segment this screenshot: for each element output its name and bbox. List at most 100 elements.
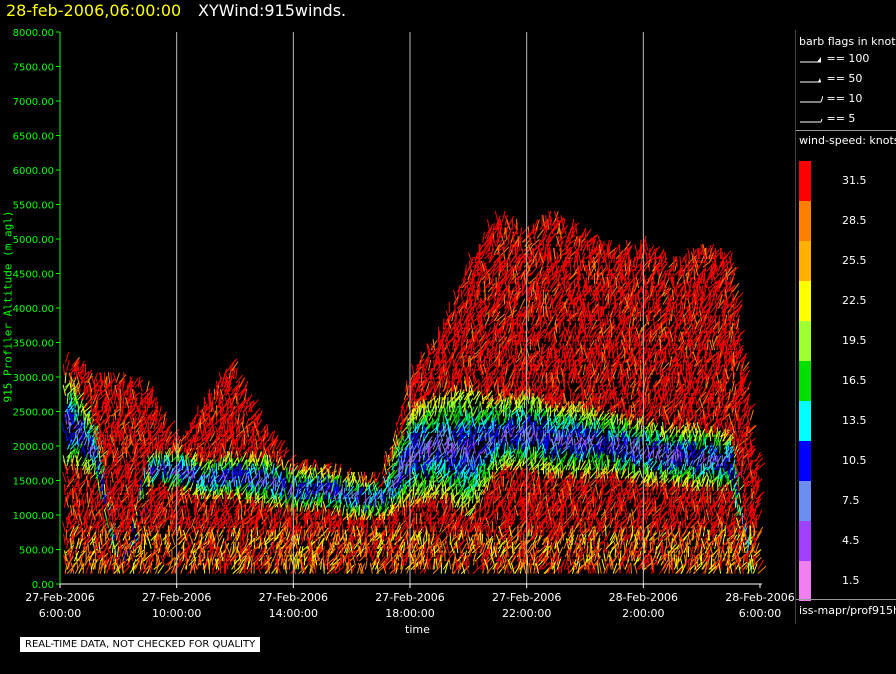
- wind-barb: [269, 455, 273, 467]
- wind-barb: [223, 413, 227, 425]
- wind-barb: [192, 525, 198, 537]
- wind-barb: [131, 438, 136, 450]
- wind-barb: [145, 500, 150, 512]
- wind-barb: [95, 542, 99, 554]
- wind-barb: [432, 525, 434, 537]
- wind-barb: [108, 442, 113, 454]
- wind-barb: [119, 409, 124, 421]
- wind-barb: [132, 377, 139, 388]
- wind-barb: [145, 524, 155, 533]
- wind-barb: [230, 434, 234, 446]
- wind-barb: [250, 504, 254, 516]
- wind-barb: [180, 563, 186, 574]
- wind-barb: [151, 455, 157, 467]
- wind-barb: [458, 471, 460, 483]
- wind-barb: [208, 413, 211, 425]
- wind-barb: [250, 557, 260, 566]
- wind-barb: [66, 477, 75, 488]
- wind-barb: [200, 461, 209, 471]
- wind-barb: [78, 430, 85, 442]
- wind-barb: [246, 564, 254, 574]
- wind-barb: [278, 508, 282, 520]
- wind-barb: [122, 397, 125, 409]
- wind-barb: [274, 518, 282, 529]
- wind-barb: [91, 455, 94, 467]
- wind-barb: [85, 369, 93, 380]
- wind-barb: [109, 492, 115, 504]
- wind-barb: [473, 554, 476, 566]
- wind-barb: [84, 434, 89, 446]
- wind-barb: [73, 384, 75, 396]
- wind-barb: [102, 550, 106, 562]
- wind-barb: [131, 517, 137, 529]
- wind-barb: [243, 438, 248, 450]
- wind-barb: [103, 438, 106, 450]
- wind-barb: [110, 380, 113, 392]
- wind-barb: [278, 521, 282, 533]
- wind-barb: [141, 477, 149, 487]
- wind-barb: [97, 438, 101, 450]
- wind-barb: [253, 436, 262, 446]
- wind-barb: [150, 467, 153, 479]
- wind-barb: [177, 450, 180, 462]
- wind-barb: [112, 492, 117, 504]
- wind-barb: [220, 517, 223, 529]
- wind-barb: [183, 531, 192, 541]
- wind-barb: [65, 529, 68, 541]
- wind-barb: [126, 555, 133, 566]
- wind-barb: [109, 397, 114, 409]
- wind-barb: [236, 542, 240, 554]
- wind-barb: [221, 443, 226, 454]
- wind-barb: [179, 470, 188, 479]
- wind-barb: [207, 502, 216, 512]
- wind-barb: [163, 484, 166, 496]
- wind-barb: [128, 504, 130, 516]
- wind-barb: [237, 559, 244, 570]
- wind-barb: [105, 443, 113, 454]
- wind-barb: [219, 438, 224, 450]
- wind-barb: [219, 372, 222, 384]
- wind-barb: [168, 492, 174, 504]
- wind-barb: [210, 443, 216, 454]
- wind-barb: [80, 430, 84, 442]
- wind-barb: [243, 549, 253, 558]
- wind-barb: [195, 430, 199, 442]
- wind-barb: [106, 442, 110, 454]
- wind-barb: [75, 420, 85, 430]
- wind-barb: [193, 558, 198, 570]
- wind-barb: [339, 475, 342, 487]
- wind-barb: [187, 447, 192, 458]
- wind-barb: [240, 472, 246, 483]
- wind-barb: [176, 447, 182, 458]
- wind-barb: [112, 456, 119, 467]
- wind-barb: [137, 450, 147, 459]
- wind-barb: [150, 484, 155, 496]
- wind-barb: [141, 459, 146, 471]
- wind-barb: [443, 318, 445, 330]
- wind-barb: [267, 493, 274, 504]
- wind-barb: [70, 392, 73, 404]
- wind-barb: [210, 533, 214, 545]
- wind-barb: [166, 438, 171, 450]
- wind-barb: [287, 504, 291, 516]
- wind-barb: [82, 562, 85, 574]
- wind-barb: [102, 465, 111, 475]
- wind-barb: [313, 537, 317, 549]
- wind-barb: [65, 554, 70, 566]
- wind-barb: [120, 557, 130, 566]
- wind-barb: [195, 517, 198, 529]
- wind-barb: [95, 471, 99, 483]
- wind-barb: [171, 526, 178, 537]
- wind-barb: [200, 409, 204, 421]
- wind-barb: [200, 412, 210, 421]
- wind-barb: [275, 450, 279, 462]
- wind-barb: [262, 502, 271, 512]
- wind-barb: [473, 276, 475, 289]
- wind-barb: [88, 380, 93, 392]
- wind-barb: [189, 534, 194, 545]
- wind-barb: [239, 463, 243, 475]
- wind-barb: [146, 380, 150, 392]
- wind-barb: [481, 353, 490, 363]
- wind-barb: [163, 488, 169, 500]
- wind-barb: [73, 380, 76, 392]
